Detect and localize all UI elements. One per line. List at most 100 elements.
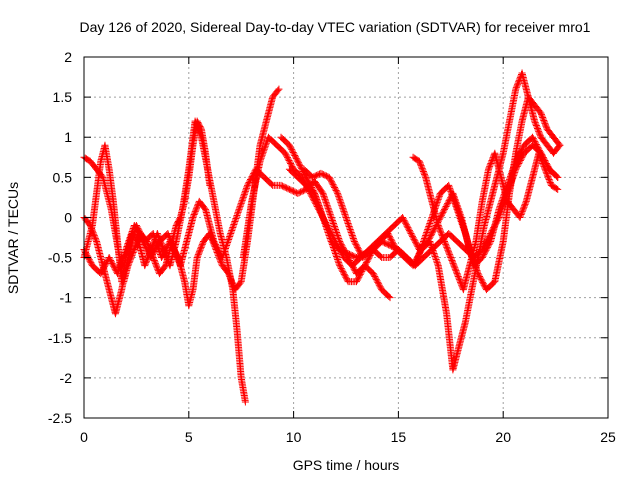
data-point <box>440 207 448 215</box>
data-point <box>256 157 264 165</box>
data-point <box>337 198 345 206</box>
y-tick-label: -2.5 <box>48 410 72 426</box>
data-point <box>84 253 92 261</box>
data-point <box>460 225 468 233</box>
data-point <box>355 246 363 254</box>
data-point <box>196 130 204 138</box>
data-point <box>158 252 166 260</box>
data-point <box>505 185 513 193</box>
data-point <box>546 178 554 186</box>
data-point <box>417 160 425 168</box>
data-point <box>431 251 439 259</box>
x-tick-label: 25 <box>600 429 616 445</box>
data-point <box>330 221 338 229</box>
data-point <box>190 211 198 219</box>
data-point <box>404 224 412 232</box>
data-point <box>284 154 292 162</box>
data-point <box>237 201 245 209</box>
data-point <box>427 216 435 224</box>
data-point <box>159 251 167 259</box>
data-point <box>386 294 394 302</box>
data-point <box>503 191 511 199</box>
data-point <box>139 239 147 247</box>
data-point <box>490 224 498 232</box>
data-point <box>502 192 510 200</box>
data-point <box>329 219 337 227</box>
data-point <box>257 154 265 162</box>
data-point <box>319 191 327 199</box>
data-point <box>444 198 452 206</box>
data-point <box>365 254 373 262</box>
data-point <box>455 211 463 219</box>
data-point <box>228 278 236 286</box>
data-point <box>172 251 180 259</box>
data-point <box>261 144 269 152</box>
data-point <box>516 158 524 166</box>
data-point <box>240 190 248 198</box>
data-point <box>448 192 456 200</box>
data-point <box>161 263 169 271</box>
data-point <box>100 264 108 272</box>
data-point <box>491 221 499 229</box>
data-point <box>417 162 425 170</box>
x-tick-label: 5 <box>185 429 193 445</box>
data-point <box>164 229 172 237</box>
data-point <box>223 240 231 248</box>
data-point <box>259 150 267 158</box>
data-point <box>416 159 424 167</box>
data-point <box>432 256 440 264</box>
data-point <box>152 261 160 269</box>
data-point <box>322 221 330 229</box>
data-point <box>114 268 122 276</box>
data-point <box>362 259 370 267</box>
data-point <box>231 216 239 224</box>
data-point <box>457 216 465 224</box>
data-point <box>240 192 248 200</box>
data-point <box>511 168 519 176</box>
data-point <box>422 230 430 238</box>
data-point <box>460 226 468 234</box>
data-point <box>516 157 524 165</box>
data-point <box>87 223 95 231</box>
data-point <box>319 215 327 223</box>
data-point <box>224 239 232 247</box>
data-point <box>444 200 452 208</box>
data-point <box>443 243 451 251</box>
data-point <box>335 259 343 267</box>
data-point <box>421 172 429 180</box>
data-point <box>294 157 302 165</box>
data-point <box>191 209 199 217</box>
data-point <box>349 235 357 243</box>
data-point <box>434 221 442 229</box>
data-point <box>127 232 135 240</box>
data-point <box>516 213 524 221</box>
data-point <box>408 231 416 239</box>
data-point <box>340 207 348 215</box>
data-point <box>106 255 114 263</box>
data-point <box>437 211 445 219</box>
data-point <box>119 253 127 261</box>
data-point <box>349 233 357 241</box>
data-point <box>229 223 237 231</box>
data-point <box>224 237 232 245</box>
data-point <box>554 173 562 181</box>
data-point <box>453 268 461 276</box>
data-point <box>544 173 552 181</box>
data-point <box>329 181 337 189</box>
data-point <box>412 240 420 248</box>
data-point <box>451 199 459 207</box>
data-point <box>439 208 447 216</box>
data-point <box>332 251 340 259</box>
data-point <box>88 226 96 234</box>
data-point <box>312 194 320 202</box>
data-point <box>477 275 485 283</box>
data-point <box>225 270 233 278</box>
data-point <box>492 219 500 227</box>
x-tick-label: 15 <box>391 429 407 445</box>
data-point <box>135 230 143 238</box>
data-point <box>227 277 235 285</box>
data-point <box>227 275 235 283</box>
data-point <box>424 225 432 233</box>
data-point <box>334 191 342 199</box>
